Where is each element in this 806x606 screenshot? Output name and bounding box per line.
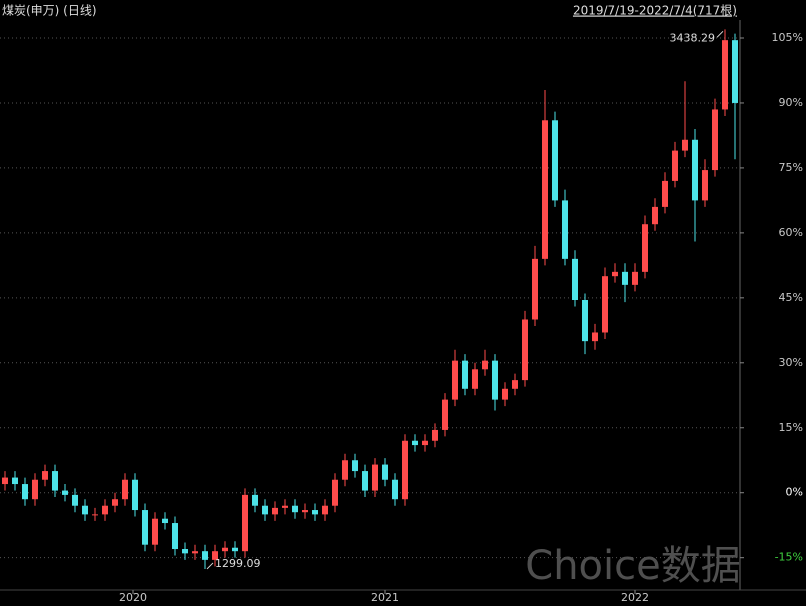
candle-body — [122, 479, 128, 500]
candle-body — [582, 300, 588, 342]
y-tick-label: -15% — [775, 551, 803, 564]
candle-body — [592, 332, 598, 342]
y-tick-label: 30% — [779, 356, 803, 369]
x-tick-label: 2021 — [371, 591, 399, 604]
candle-body — [72, 494, 78, 506]
y-tick-label: 45% — [779, 291, 803, 304]
candle-body — [672, 150, 678, 181]
candle-body — [512, 380, 518, 389]
candle-body — [242, 494, 248, 552]
annotation-arrow — [206, 562, 214, 570]
candle-body — [202, 551, 208, 560]
candle-body — [352, 460, 358, 472]
candle-body — [12, 477, 18, 485]
candle-body — [422, 440, 428, 446]
candle-body — [42, 471, 48, 480]
x-tick-label: 2020 — [119, 591, 147, 604]
candle-body — [222, 547, 228, 552]
candle-body — [252, 494, 258, 506]
candle-body — [622, 271, 628, 285]
candle-body — [192, 551, 198, 554]
candle-body — [342, 460, 348, 480]
watermark: Choice数据 — [525, 543, 740, 589]
candle-body — [612, 271, 618, 277]
candle-body — [312, 510, 318, 515]
candle-body — [492, 360, 498, 400]
candle-body — [522, 319, 528, 381]
candle-body — [702, 170, 708, 201]
candle-body — [652, 206, 658, 225]
candle-body — [92, 514, 98, 516]
candle-body — [412, 440, 418, 446]
candle-body — [732, 40, 738, 103]
candle-body — [442, 399, 448, 430]
candle-body — [572, 258, 578, 301]
candle-body — [722, 40, 728, 110]
candle-body — [532, 258, 538, 320]
candle-body — [262, 505, 268, 515]
candle-body — [62, 490, 68, 495]
candle-body — [602, 276, 608, 333]
candle-body — [432, 429, 438, 441]
candle-body — [502, 388, 508, 400]
candle-body — [22, 484, 28, 500]
candle-body — [172, 523, 178, 550]
candle-body — [152, 518, 158, 545]
candle-body — [272, 507, 278, 515]
candle-body — [462, 360, 468, 389]
y-tick-label: 60% — [779, 226, 803, 239]
y-tick-label: 0% — [786, 486, 803, 499]
max-label: 3438.29 — [670, 31, 716, 44]
candle-body — [482, 360, 488, 370]
candle-body — [32, 479, 38, 500]
candle-body — [282, 505, 288, 508]
candle-body — [712, 109, 718, 171]
min-label: 1299.09 — [215, 557, 261, 570]
y-tick-label: 90% — [779, 96, 803, 109]
candle-body — [392, 479, 398, 500]
candle-body — [692, 139, 698, 201]
candle-body — [232, 547, 238, 552]
x-tick-label: 2022 — [621, 591, 649, 604]
candle-body — [332, 479, 338, 506]
candle-body — [452, 360, 458, 400]
candle-body — [182, 549, 188, 554]
candle-body — [372, 464, 378, 491]
annotation-arrow — [716, 30, 724, 38]
y-tick-label: 75% — [779, 161, 803, 174]
candle-body — [682, 139, 688, 151]
candle-body — [632, 271, 638, 285]
candle-body — [142, 510, 148, 545]
candle-body — [562, 200, 568, 259]
y-tick-label: 15% — [779, 421, 803, 434]
candle-body — [102, 505, 108, 515]
candle-body — [382, 464, 388, 480]
candle-body — [132, 479, 138, 511]
range-label: 2019/7/19-2022/7/4(717根) — [573, 4, 737, 18]
y-tick-label: 105% — [772, 31, 803, 44]
candle-body — [52, 471, 58, 491]
candle-body — [292, 505, 298, 513]
candle-body — [472, 369, 478, 389]
candle-body — [112, 499, 118, 506]
candle-body — [362, 471, 368, 491]
candle-body — [302, 510, 308, 513]
candle-body — [642, 224, 648, 272]
candle-body — [212, 551, 218, 560]
candle-body — [542, 120, 548, 259]
candle-body — [82, 505, 88, 515]
candle-body — [402, 440, 408, 500]
candle-body — [2, 477, 8, 485]
candle-body — [322, 505, 328, 515]
chart-title: 煤炭(申万) (日线) — [2, 4, 97, 18]
candle-body — [162, 518, 168, 524]
candle-body — [662, 180, 668, 207]
candle-body — [552, 120, 558, 201]
